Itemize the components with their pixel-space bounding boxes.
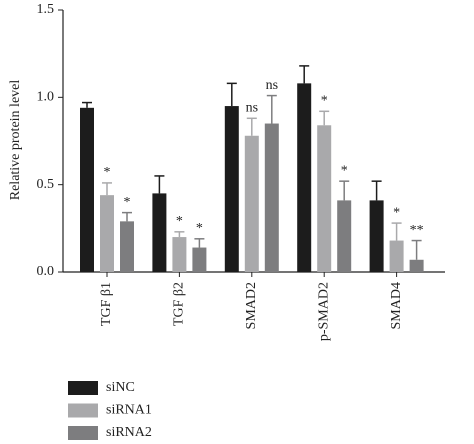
bar <box>152 193 167 272</box>
x-tick-label: TGF β2 <box>172 282 187 326</box>
significance-label: ns <box>246 101 258 116</box>
legend-label: siNC <box>106 380 135 395</box>
y-axis-label: Relative protein level <box>8 80 23 201</box>
significance-label: * <box>124 195 131 210</box>
x-tick-label: p-SMAD2 <box>316 282 331 341</box>
bar <box>172 237 187 272</box>
significance-label: * <box>321 94 328 109</box>
legend-swatch <box>68 381 98 395</box>
bar <box>317 125 332 272</box>
bar <box>297 83 312 272</box>
significance-label: ** <box>410 223 424 238</box>
significance-label: * <box>176 214 183 229</box>
bar <box>264 123 279 273</box>
significance-label: * <box>196 221 203 236</box>
bar <box>80 107 94 273</box>
bar <box>369 200 384 272</box>
bar <box>192 247 207 272</box>
bar <box>244 135 259 272</box>
bar <box>100 195 114 272</box>
significance-label: * <box>104 165 111 180</box>
legend-label: siRNA1 <box>106 403 152 418</box>
y-tick-label: 1.5 <box>37 2 55 17</box>
bar <box>337 200 352 272</box>
significance-label: ns <box>266 78 278 93</box>
legend-swatch <box>68 403 98 418</box>
significance-label: * <box>341 163 348 178</box>
legend-label: siRNA2 <box>106 425 152 440</box>
bar <box>409 259 424 272</box>
x-tick-label: SMAD4 <box>389 282 404 329</box>
x-tick-label: SMAD2 <box>244 282 259 329</box>
bar <box>224 106 239 272</box>
x-tick-label: TGF β1 <box>99 282 114 326</box>
bar <box>120 221 134 272</box>
significance-label: * <box>393 205 400 220</box>
y-tick-label: 0.0 <box>37 264 55 279</box>
y-tick-label: 1.0 <box>37 90 55 105</box>
bar <box>389 240 404 272</box>
legend-swatch <box>68 426 98 440</box>
y-tick-label: 0.5 <box>37 177 55 192</box>
